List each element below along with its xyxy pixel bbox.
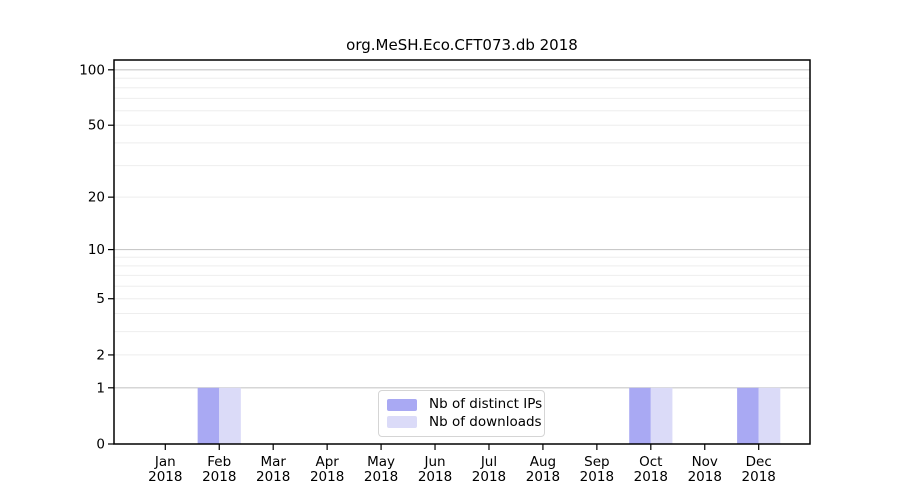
x-tick-label: Apr 2018: [310, 454, 344, 485]
x-tick-label: Jun 2018: [418, 454, 452, 485]
x-tick-label: Feb 2018: [202, 454, 236, 485]
bar-distinct-ips-Oct: [629, 387, 651, 444]
y-tick-label: 100: [79, 62, 105, 78]
legend-item-downloads: Nb of downloads: [387, 415, 542, 430]
y-tick-label: 0: [96, 437, 105, 453]
legend-label-downloads: Nb of downloads: [429, 413, 542, 430]
x-tick-label: Dec 2018: [742, 454, 776, 485]
x-tick-label: Oct 2018: [634, 454, 668, 485]
x-tick-label: Mar 2018: [256, 454, 290, 485]
x-tick-label: Nov 2018: [688, 454, 722, 485]
x-tick-label: Jul 2018: [472, 454, 506, 485]
chart-title: org.MeSH.Eco.CFT073.db 2018: [346, 36, 578, 54]
y-tick-label: 20: [88, 190, 105, 206]
legend-item-distinct-ips: Nb of distinct IPs: [387, 397, 542, 412]
plot-border: [113, 59, 811, 445]
legend: Nb of distinct IPs Nb of downloads: [378, 390, 545, 437]
x-tick-label: Sep 2018: [580, 454, 614, 485]
bar-distinct-ips-Dec: [737, 387, 759, 444]
legend-swatch-downloads: [387, 416, 417, 429]
bar-downloads-Feb: [219, 387, 241, 444]
y-tick-label: 5: [96, 291, 105, 307]
x-tick-label: Aug 2018: [526, 454, 560, 485]
x-tick-label: May 2018: [364, 454, 398, 485]
y-tick-label: 2: [96, 347, 105, 363]
x-tick-label: Jan 2018: [148, 454, 182, 485]
bar-distinct-ips-Feb: [197, 387, 220, 444]
y-tick-label: 10: [88, 242, 105, 258]
bar-downloads-Dec: [758, 387, 781, 444]
legend-label-distinct-ips: Nb of distinct IPs: [429, 396, 543, 412]
y-tick-label: 50: [88, 118, 105, 134]
y-tick-label: 1: [96, 380, 105, 396]
legend-swatch-distinct-ips: [387, 398, 417, 411]
bar-downloads-Oct: [650, 387, 673, 444]
